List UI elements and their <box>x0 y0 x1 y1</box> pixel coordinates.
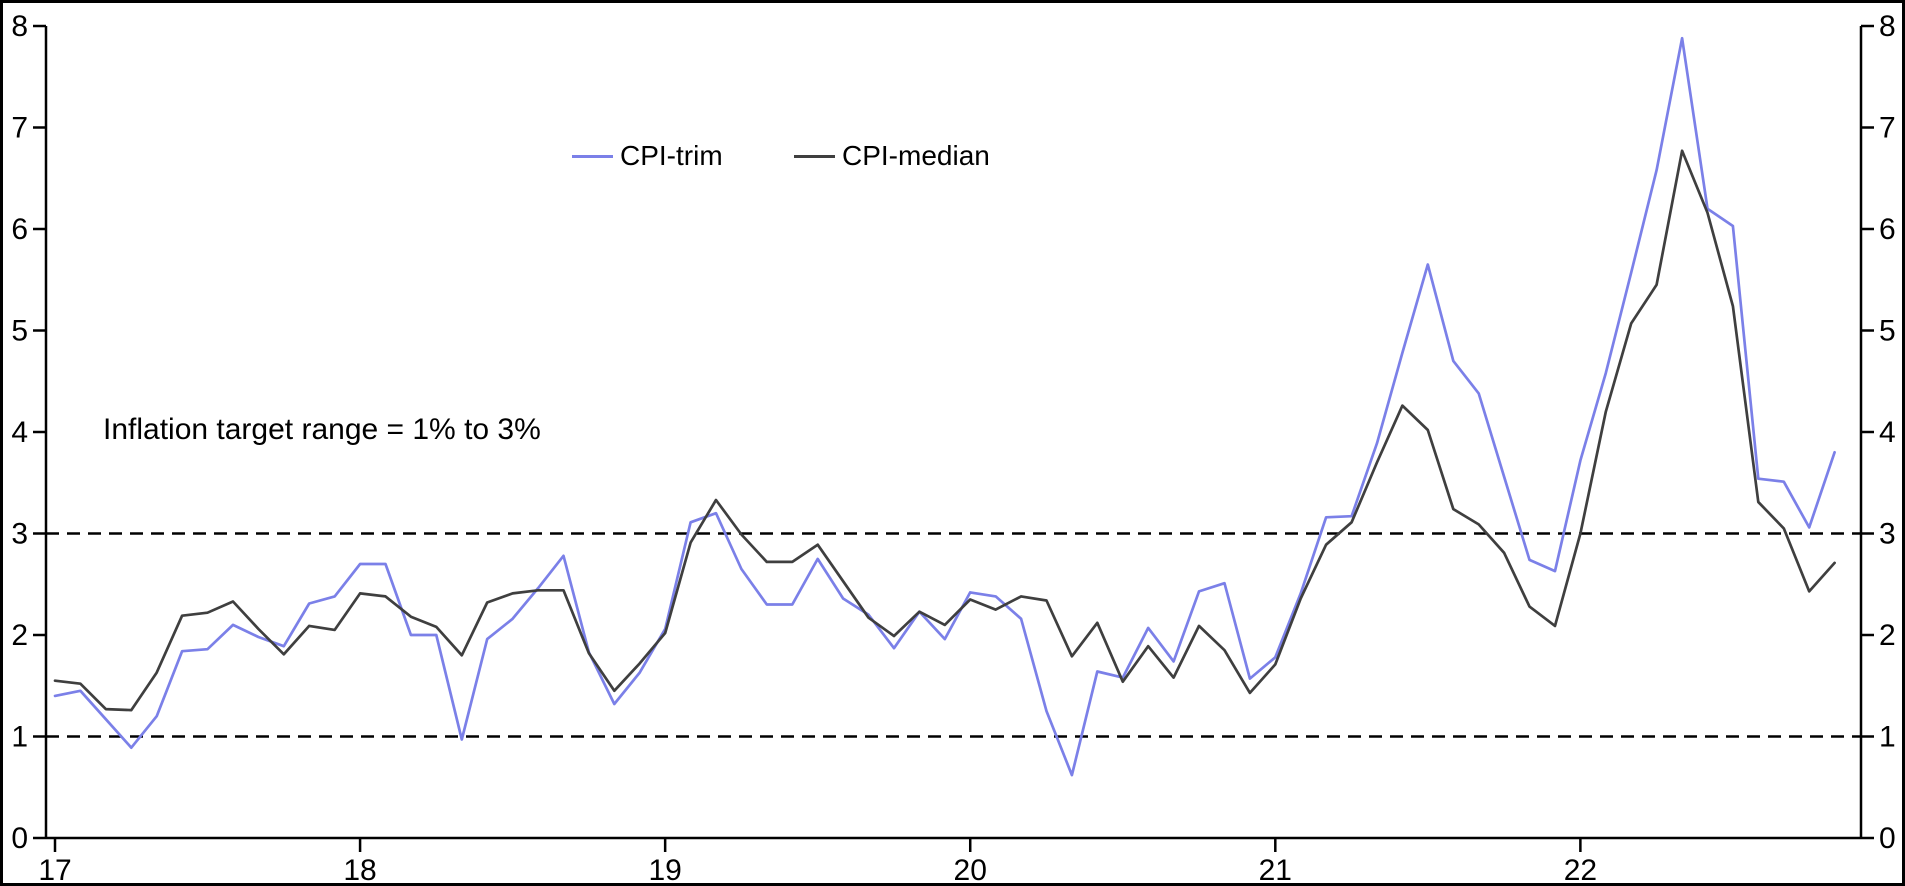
legend-label-cpi-median: CPI-median <box>842 140 990 171</box>
x-tick-label-year: 22 <box>1564 854 1597 886</box>
y-tick-label-right: 5 <box>1879 315 1896 348</box>
y-tick-label-right: 1 <box>1879 721 1896 754</box>
legend-swatch-cpi-median <box>794 154 835 158</box>
legend-item-cpi-trim: CPI-trim <box>572 140 723 171</box>
y-tick-label-right: 0 <box>1879 822 1896 855</box>
y-tick-label-right: 3 <box>1879 518 1896 551</box>
y-tick-label-left: 8 <box>11 10 28 43</box>
inflation-target-annotation: Inflation target range = 1% to 3% <box>103 413 541 446</box>
y-tick-label-right: 2 <box>1879 619 1896 652</box>
series-line-cpi-median <box>53 149 1836 712</box>
y-tick-label-left: 2 <box>11 619 28 652</box>
y-tick-label-right: 7 <box>1879 112 1896 145</box>
y-tick-label-left: 6 <box>11 213 28 246</box>
chart-canvas: 0 01 12 23 34 45 56 67 78 817 18 19 20 21 22 <box>11 10 1896 886</box>
x-tick-label-year: 17 <box>38 854 71 886</box>
y-tick-label-left: 4 <box>11 416 28 449</box>
x-tick-label-year: 20 <box>954 854 987 886</box>
y-tick-label-left: 7 <box>11 112 28 145</box>
y-tick-label-right: 4 <box>1879 416 1896 449</box>
x-tick-label-year: 18 <box>343 854 376 886</box>
y-tick-label-right: 8 <box>1879 10 1896 43</box>
x-tick-label-year: 19 <box>648 854 681 886</box>
y-tick-label-left: 3 <box>11 518 28 551</box>
legend-label-cpi-trim: CPI-trim <box>620 140 723 171</box>
legend-item-cpi-median: CPI-median <box>794 140 990 171</box>
x-tick-label-year: 21 <box>1259 854 1292 886</box>
y-tick-label-left: 1 <box>11 721 28 754</box>
y-tick-label-left: 0 <box>11 822 28 855</box>
legend-swatch-cpi-trim <box>572 154 613 158</box>
series-line-cpi-trim <box>53 36 1836 777</box>
y-tick-label-left: 5 <box>11 315 28 348</box>
y-tick-label-right: 6 <box>1879 213 1896 246</box>
